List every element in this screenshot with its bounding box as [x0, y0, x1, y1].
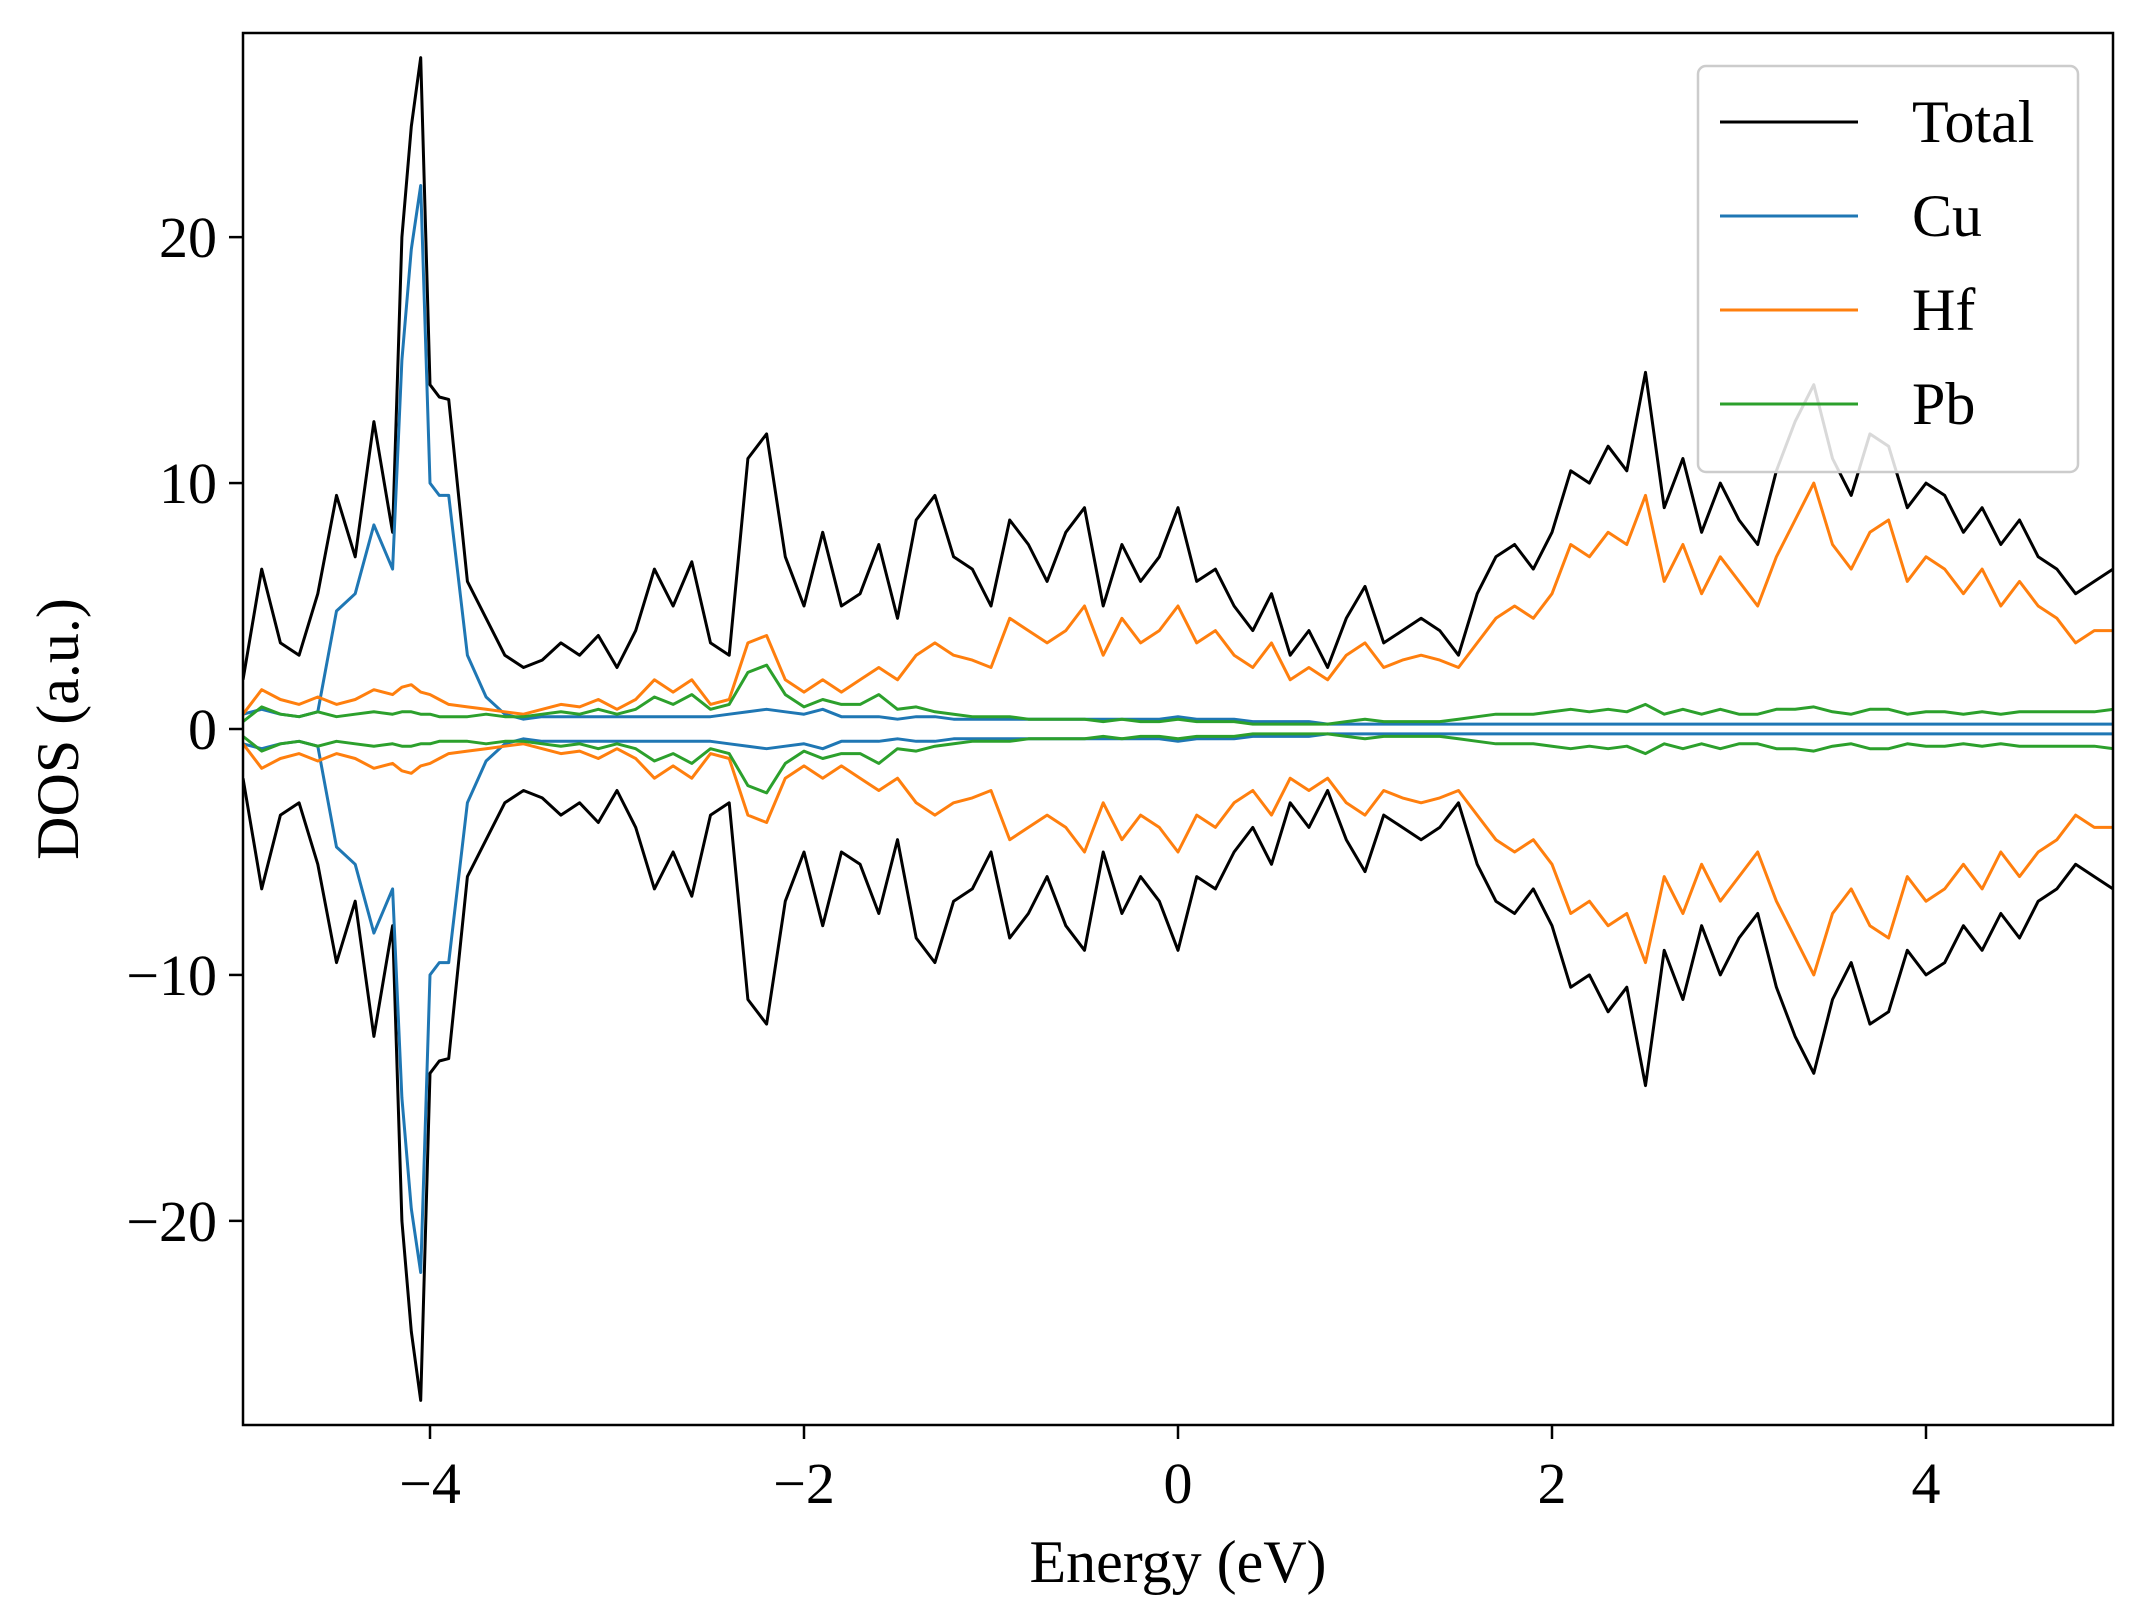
series-line-total-down: [243, 777, 2113, 1402]
legend-label-total: Total: [1912, 89, 2034, 155]
series-line-hf-down: [243, 742, 2113, 977]
y-tick-label: 20: [159, 205, 217, 270]
legend-label-pb: Pb: [1912, 371, 1975, 437]
x-tick-label: 4: [1912, 1451, 1941, 1516]
series-line-cu-down: [243, 732, 2113, 1274]
legend: Total Cu Hf Pb: [1696, 64, 2080, 474]
series-line-pb-down: [243, 732, 2113, 795]
x-tick-label: 2: [1538, 1451, 1567, 1516]
y-tick-label: 0: [188, 697, 217, 762]
x-tick-label: −2: [773, 1451, 835, 1516]
series-line-cu-up: [243, 184, 2113, 726]
y-tick-label: −20: [126, 1189, 217, 1254]
x-axis-label: Energy (eV): [1029, 1529, 1326, 1595]
x-tick-label: 0: [1164, 1451, 1193, 1516]
series-layer: [243, 56, 2113, 1402]
legend-label-hf: Hf: [1912, 277, 1975, 343]
series-line-pb-up: [243, 663, 2113, 726]
y-tick-label: 10: [159, 451, 217, 516]
legend-label-cu: Cu: [1912, 183, 1982, 249]
x-tick-label: −4: [399, 1451, 461, 1516]
legend-box: [1696, 64, 2080, 474]
series-line-hf-up: [243, 481, 2113, 716]
y-axis-label: DOS (a.u.): [25, 598, 91, 860]
y-tick-label: −10: [126, 943, 217, 1008]
